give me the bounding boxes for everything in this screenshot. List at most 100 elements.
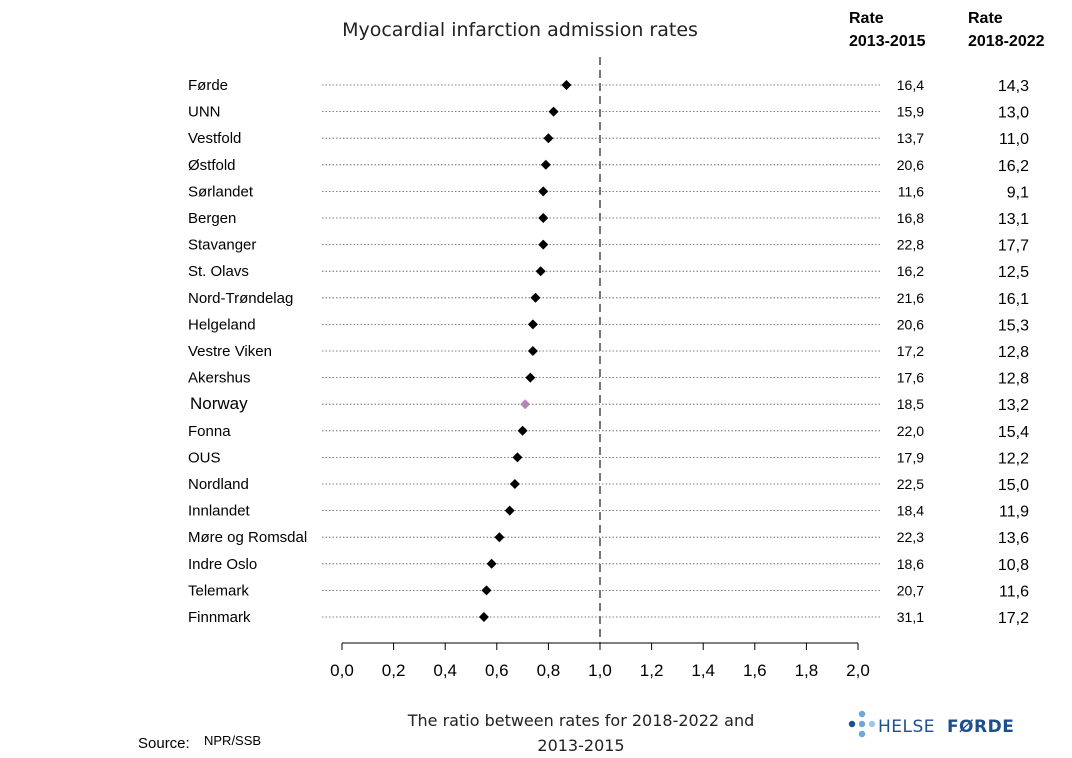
category-label: Vestfold bbox=[188, 130, 241, 147]
rate-2018-2022-value: 11,9 bbox=[999, 504, 1029, 521]
rate-2013-2015-value: 22,5 bbox=[897, 476, 924, 492]
rate-2018-2022-value: 10,8 bbox=[998, 557, 1029, 574]
rate-2013-2015-value: 22,8 bbox=[897, 237, 924, 253]
rate-2018-2022-value: 16,1 bbox=[998, 291, 1029, 308]
rate-2018-2022-value: 15,4 bbox=[998, 424, 1029, 441]
data-point bbox=[538, 213, 549, 223]
logo-dot bbox=[858, 710, 866, 718]
rate-2013-2015-value: 15,9 bbox=[897, 104, 924, 120]
data-point bbox=[561, 80, 572, 90]
chart-title: Myocardial infarction admission rates bbox=[342, 19, 698, 41]
rate-2013-2015-value: 18,6 bbox=[897, 556, 924, 572]
chart-rows: Førde 16,4 14,3 UNN 15,9 13,0 Vestfold 13,7 11,0… bbox=[188, 77, 1029, 627]
x-tick-label: 1,6 bbox=[743, 661, 767, 680]
logo-dot bbox=[868, 720, 876, 728]
rate-2018-2022-value: 13,0 bbox=[998, 105, 1029, 122]
logo-dot bbox=[858, 720, 866, 728]
category-label: Sørlandet bbox=[188, 183, 254, 200]
rate-2013-2015-value: 17,6 bbox=[897, 370, 924, 386]
category-label: Innlandet bbox=[188, 503, 251, 520]
logo-dots-icon bbox=[848, 710, 876, 738]
rate-2013-2015-value: 18,4 bbox=[897, 503, 924, 519]
data-point bbox=[527, 346, 538, 356]
col2-header-line1: Rate bbox=[968, 10, 1003, 27]
category-label: Finnmark bbox=[188, 609, 251, 626]
rate-2018-2022-value: 9,1 bbox=[1007, 184, 1029, 201]
data-point bbox=[538, 239, 549, 250]
rate-2013-2015-value: 16,8 bbox=[897, 210, 924, 226]
category-label: Østfold bbox=[188, 157, 236, 174]
x-tick-label: 1,2 bbox=[640, 661, 664, 680]
category-label: Akershus bbox=[188, 370, 251, 387]
rate-2013-2015-value: 18,5 bbox=[897, 396, 924, 412]
rate-2018-2022-value: 12,8 bbox=[998, 344, 1029, 361]
data-point bbox=[520, 399, 531, 410]
rate-2013-2015-value: 20,6 bbox=[897, 157, 924, 173]
col1-header-line2: 2013-2015 bbox=[849, 33, 926, 50]
rate-2013-2015-value: 31,1 bbox=[897, 609, 924, 625]
x-tick-label: 2,0 bbox=[846, 661, 870, 680]
rate-2018-2022-value: 17,7 bbox=[998, 238, 1029, 255]
data-point bbox=[548, 106, 559, 117]
category-label: Nordland bbox=[188, 476, 249, 493]
col2-header-line2: 2018-2022 bbox=[968, 33, 1045, 50]
data-point bbox=[543, 133, 554, 144]
x-axis-label-line1: The ratio between rates for 2018-2022 an… bbox=[407, 711, 755, 730]
category-label: Nord-Trøndelag bbox=[188, 290, 293, 307]
source-value: NPR/SSB bbox=[204, 733, 261, 748]
rate-2013-2015-value: 20,6 bbox=[897, 316, 924, 332]
data-point bbox=[486, 558, 497, 569]
helse-forde-logo: HELSE FØRDE bbox=[848, 710, 1014, 738]
rate-2018-2022-value: 13,6 bbox=[998, 530, 1029, 547]
category-label: Vestre Viken bbox=[188, 343, 272, 360]
data-point bbox=[538, 186, 549, 197]
rate-2018-2022-value: 13,2 bbox=[998, 397, 1029, 414]
category-label: Helgeland bbox=[188, 316, 256, 333]
category-label: Bergen bbox=[188, 210, 236, 227]
rate-2013-2015-value: 13,7 bbox=[897, 130, 924, 146]
col1-header-line1: Rate bbox=[849, 10, 884, 27]
rate-2013-2015-value: 22,3 bbox=[897, 529, 924, 545]
data-point bbox=[504, 505, 515, 516]
x-axis: 0,0 0,2 0,4 0,6 0,8 1,0 1,2 1,4 1,6 1,8 2,0 bbox=[330, 642, 870, 680]
x-tick-label: 0,4 bbox=[433, 661, 457, 680]
rate-2013-2015-value: 22,0 bbox=[897, 423, 924, 439]
rate-2018-2022-value: 11,6 bbox=[999, 583, 1029, 600]
logo-text-forde: FØRDE bbox=[947, 717, 1014, 737]
data-point bbox=[517, 425, 528, 436]
x-tick-label: 0,0 bbox=[330, 661, 354, 680]
data-point bbox=[525, 372, 536, 383]
data-point bbox=[535, 266, 546, 277]
category-label: Stavanger bbox=[188, 237, 256, 254]
data-point bbox=[512, 452, 523, 463]
data-point bbox=[540, 159, 551, 170]
data-point bbox=[527, 319, 538, 330]
x-tick-label: 0,2 bbox=[382, 661, 406, 680]
x-tick-label: 0,8 bbox=[537, 661, 561, 680]
rate-2013-2015-value: 20,7 bbox=[897, 582, 924, 598]
category-label: UNN bbox=[188, 104, 221, 121]
rate-2013-2015-value: 17,9 bbox=[897, 449, 924, 465]
category-label: St. Olavs bbox=[188, 263, 249, 280]
rate-2018-2022-value: 13,1 bbox=[998, 211, 1029, 228]
rate-2018-2022-value: 17,2 bbox=[998, 610, 1029, 627]
rate-2013-2015-value: 11,6 bbox=[898, 183, 924, 199]
rate-2013-2015-value: 16,2 bbox=[897, 263, 924, 279]
rate-2018-2022-value: 16,2 bbox=[998, 158, 1029, 175]
logo-dot bbox=[858, 730, 866, 738]
category-label: OUS bbox=[188, 449, 221, 466]
data-point bbox=[530, 292, 541, 303]
category-label: Fonna bbox=[188, 423, 231, 440]
x-tick-label: 1,4 bbox=[691, 661, 715, 680]
rate-2018-2022-value: 15,0 bbox=[998, 477, 1029, 494]
rate-2018-2022-value: 12,8 bbox=[998, 371, 1029, 388]
category-label: Møre og Romsdal bbox=[188, 529, 307, 546]
rate-2018-2022-value: 12,5 bbox=[998, 264, 1029, 281]
rate-2018-2022-value: 15,3 bbox=[998, 317, 1029, 334]
rate-2013-2015-value: 21,6 bbox=[897, 290, 924, 306]
rate-2013-2015-value: 17,2 bbox=[897, 343, 924, 359]
logo-dot bbox=[848, 720, 856, 728]
category-label: Indre Oslo bbox=[188, 556, 257, 573]
x-tick-label: 1,0 bbox=[588, 661, 612, 680]
